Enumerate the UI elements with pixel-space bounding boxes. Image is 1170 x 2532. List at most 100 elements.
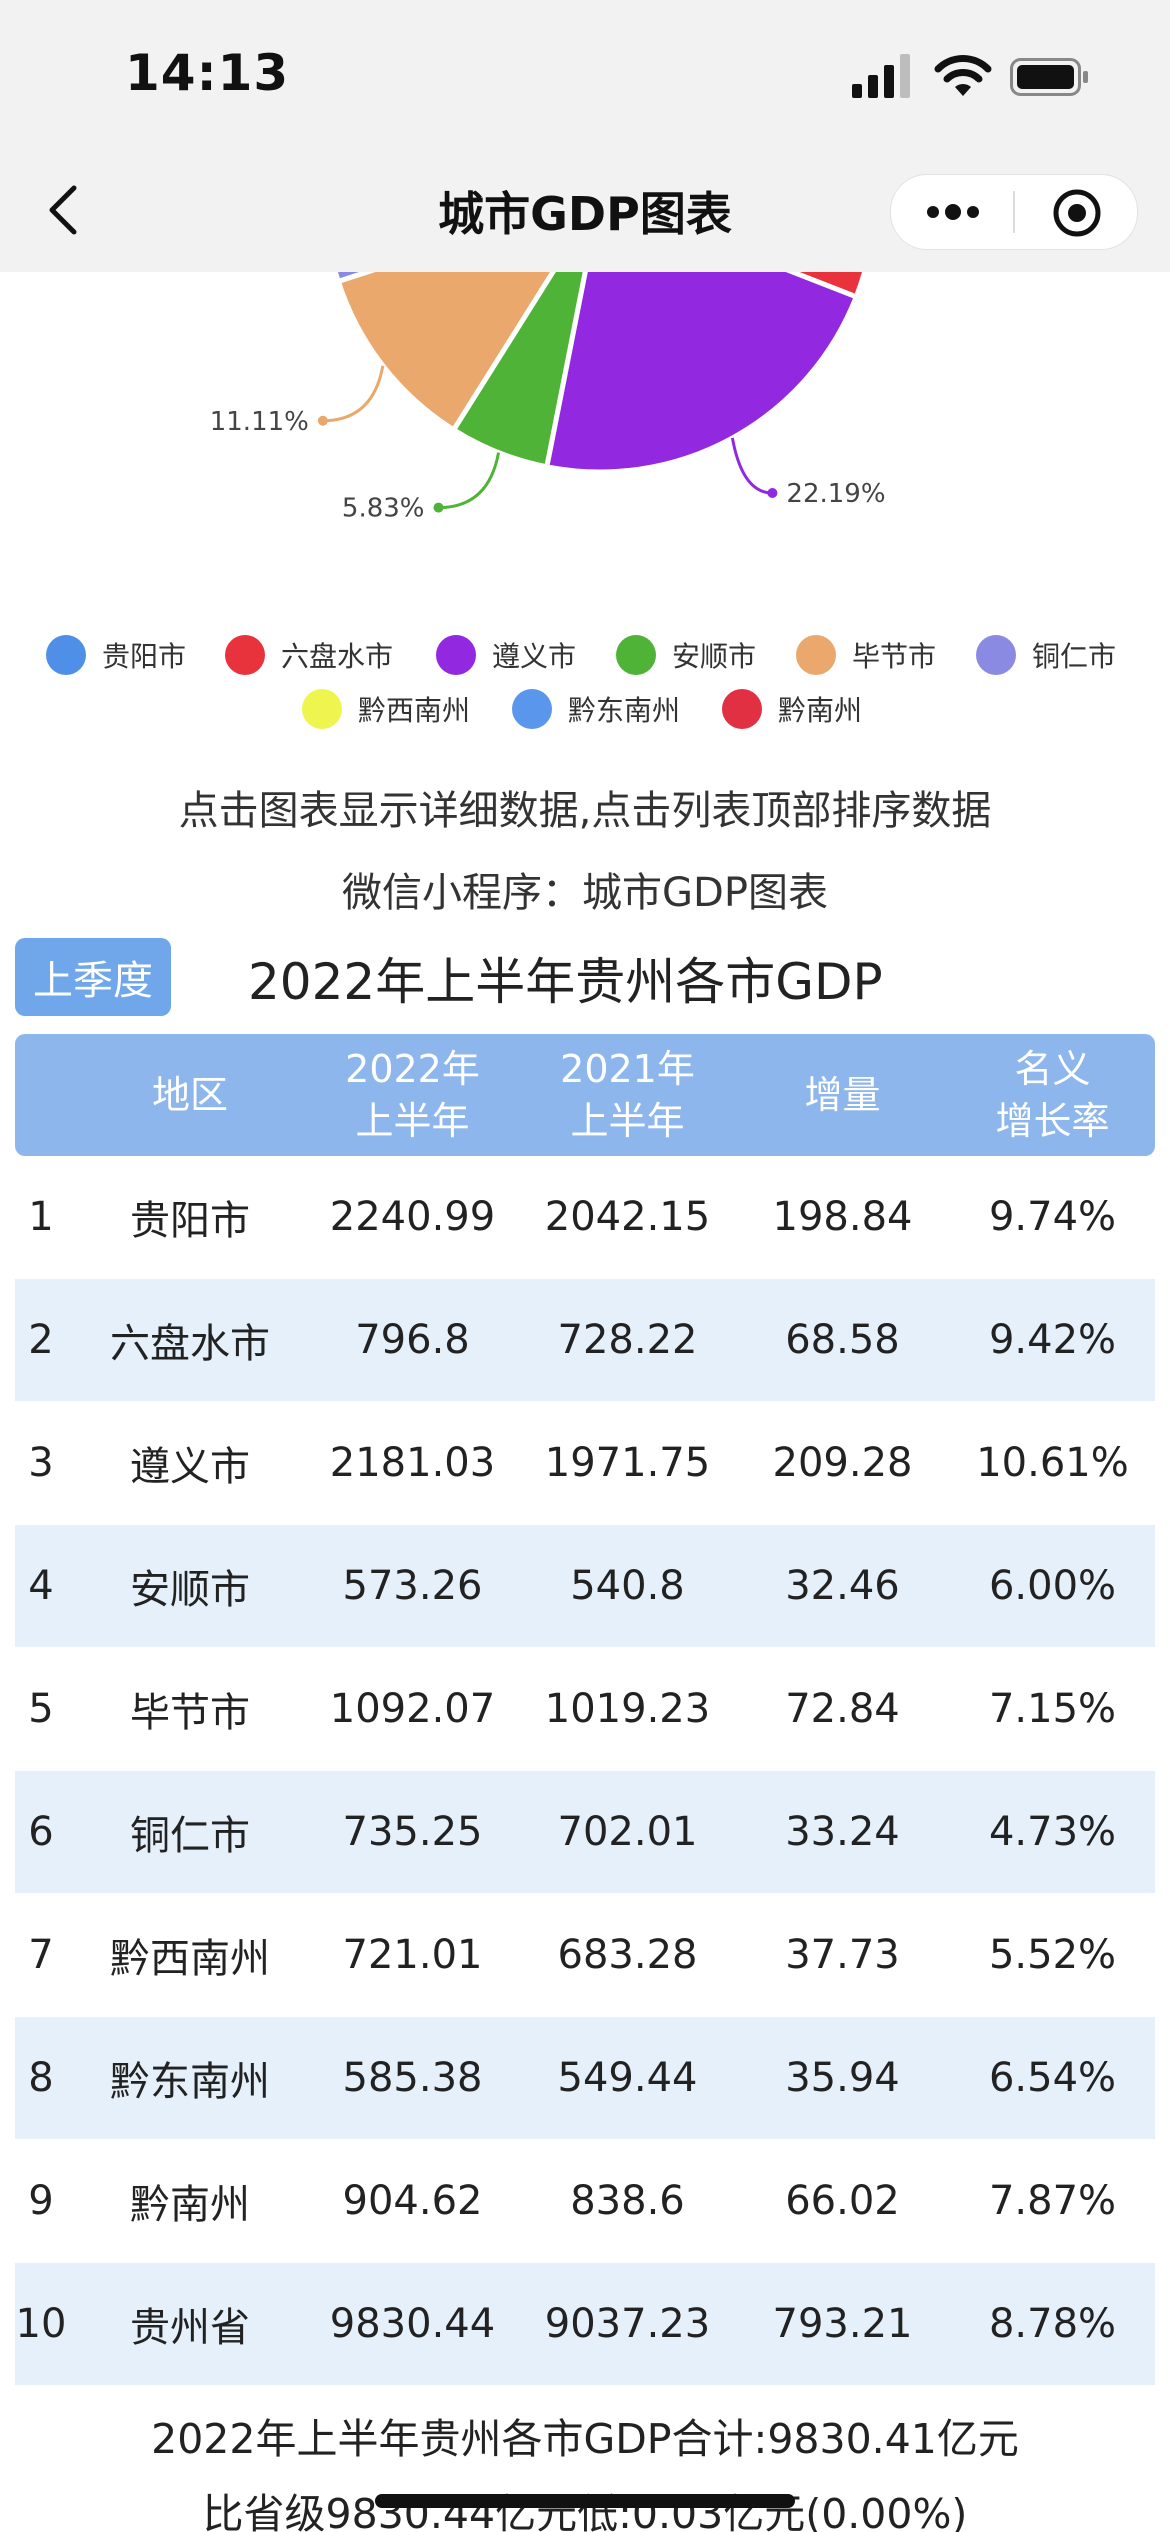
legend-label: 安顺市	[672, 640, 757, 673]
label-leader-dot	[317, 415, 328, 426]
table-row[interactable]: 3 遵义市 2181.03 1971.75 209.28 10.61%	[15, 1402, 1155, 1524]
close-target-icon[interactable]	[1051, 187, 1103, 239]
legend-item-bijie[interactable]: 毕节市	[796, 630, 936, 680]
cell-gdp-2022: 796.8	[355, 1317, 470, 1363]
cell-growth-rate: 5.52%	[988, 1932, 1117, 1978]
legend-label: 毕节市	[852, 640, 937, 673]
cell-rank: 1	[28, 1194, 54, 1240]
previous-quarter-button[interactable]: 上季度	[15, 938, 171, 1016]
cell-rank: 9	[28, 2178, 54, 2224]
legend-item-zunyi[interactable]: 遵义市	[436, 630, 576, 680]
cell-gdp-2021: 540.8	[570, 1563, 685, 1609]
cell-gdp-2022: 585.38	[342, 2055, 483, 2101]
table-row[interactable]: 1 贵阳市 2240.99 2042.15 198.84 9.74%	[15, 1156, 1155, 1278]
header-growth-rate[interactable]: 名义 增长率	[950, 1034, 1155, 1156]
legend-marker	[512, 689, 552, 729]
cell-gdp-2021: 838.6	[570, 2178, 685, 2224]
cell-rank: 3	[28, 1440, 54, 1486]
cell-rank: 6	[28, 1809, 54, 1855]
page-title: 城市GDP图表	[438, 187, 732, 241]
pie-slice[interactable]	[335, 272, 600, 434]
cell-increase: 37.73	[785, 1932, 900, 1978]
legend-item-tongren[interactable]: 铜仁市	[976, 630, 1116, 680]
table-row[interactable]: 5 毕节市 1092.07 1019.23 72.84 7.15%	[15, 1648, 1155, 1770]
cell-gdp-2021: 1971.75	[544, 1440, 711, 1486]
legend-item-anshun[interactable]: 安顺市	[616, 630, 756, 680]
legend-marker	[976, 635, 1016, 675]
table-header: 地区 2022年 上半年 2021年 上半年 增量 名义 增长率	[15, 1034, 1155, 1156]
hint-text: 点击图表显示详细数据,点击列表顶部排序数据	[178, 788, 992, 834]
header-gdp-2021-line1: 2021年	[560, 1047, 695, 1091]
cell-rank: 8	[28, 2055, 54, 2101]
legend-item-qiandongnan[interactable]: 黔东南州	[512, 684, 680, 734]
legend-marker	[225, 635, 265, 675]
cell-increase: 66.02	[785, 2178, 900, 2224]
legend-item-qianxinan[interactable]: 黔西南州	[302, 684, 470, 734]
cell-region: 贵阳市	[130, 1198, 250, 1244]
cell-gdp-2022: 573.26	[342, 1563, 483, 1609]
cell-increase: 793.21	[772, 2301, 913, 2347]
back-arrow-icon[interactable]	[40, 180, 90, 240]
status-bar: 14:13	[0, 0, 1170, 150]
legend-label: 黔西南州	[358, 694, 471, 727]
cell-rank: 4	[28, 1563, 54, 1609]
cell-growth-rate: 7.15%	[988, 1686, 1117, 1732]
legend-label: 黔南州	[778, 694, 863, 727]
legend-item-liupanshui[interactable]: 六盘水市	[225, 630, 393, 680]
cell-gdp-2021: 728.22	[557, 1317, 698, 1363]
cell-growth-rate: 8.78%	[988, 2301, 1117, 2347]
legend-label: 六盘水市	[281, 640, 394, 673]
nav-bar: 城市GDP图表	[0, 150, 1170, 272]
cell-region: 毕节市	[130, 1690, 250, 1736]
legend-label: 贵阳市	[102, 640, 187, 673]
label-leader-line	[438, 452, 501, 510]
legend-row-2: 黔西南州 黔东南州 黔南州	[0, 684, 1170, 734]
table-row[interactable]: 10 贵州省 9830.44 9037.23 793.21 8.78%	[15, 2263, 1155, 2385]
cell-gdp-2021: 683.28	[557, 1932, 698, 1978]
label-leader-dot	[433, 502, 444, 513]
wifi-icon	[934, 55, 992, 96]
cell-increase: 33.24	[785, 1809, 900, 1855]
header-gdp-2022[interactable]: 2022年 上半年	[305, 1034, 520, 1156]
more-dots-icon[interactable]	[921, 195, 985, 229]
header-region[interactable]: 地区	[75, 1034, 305, 1156]
cell-gdp-2022: 721.01	[342, 1932, 483, 1978]
cell-increase: 68.58	[785, 1317, 900, 1363]
cell-increase: 72.84	[785, 1686, 900, 1732]
legend-item-qiannan[interactable]: 黔南州	[722, 684, 862, 734]
cell-growth-rate: 4.73%	[988, 1809, 1117, 1855]
gdp-pie-chart[interactable]: 11.11% 5.83% 22.19%	[0, 272, 1170, 572]
table-row[interactable]: 7 黔西南州 721.01 683.28 37.73 5.52%	[15, 1894, 1155, 2016]
cell-gdp-2022: 904.62	[342, 2178, 483, 2224]
legend-marker	[302, 689, 342, 729]
header-rate-line2: 增长率	[995, 1099, 1110, 1143]
table-row[interactable]: 2 六盘水市 796.8 728.22 68.58 9.42%	[15, 1279, 1155, 1401]
cell-region: 铜仁市	[130, 1813, 250, 1859]
header-gdp-2021[interactable]: 2021年 上半年	[520, 1034, 735, 1156]
pie-slice[interactable]	[325, 272, 600, 285]
cell-region: 六盘水市	[110, 1321, 270, 1367]
cell-growth-rate: 6.54%	[988, 2055, 1117, 2101]
status-time: 14:13	[125, 44, 290, 102]
home-indicator	[375, 2494, 795, 2508]
cell-growth-rate: 7.87%	[988, 2178, 1117, 2224]
legend-marker	[722, 689, 762, 729]
cell-gdp-2022: 2240.99	[329, 1194, 496, 1240]
cell-region: 遵义市	[130, 1444, 250, 1490]
pie-slice[interactable]	[543, 272, 860, 475]
cell-region: 黔南州	[130, 2182, 250, 2228]
legend-item-guiyang[interactable]: 贵阳市	[46, 630, 186, 680]
table-row[interactable]: 4 安顺市 573.26 540.8 32.46 6.00%	[15, 1525, 1155, 1647]
header-gdp-2022-line1: 2022年	[345, 1047, 480, 1091]
header-increase[interactable]: 增量	[735, 1034, 950, 1156]
cell-rank: 10	[15, 2301, 67, 2347]
table-row[interactable]: 8 黔东南州 585.38 549.44 35.94 6.54%	[15, 2017, 1155, 2139]
legend-label: 遵义市	[492, 640, 577, 673]
header-rate-line1: 名义	[1014, 1047, 1091, 1091]
slice-percent-label: 11.11%	[210, 407, 309, 437]
cell-gdp-2021: 2042.15	[544, 1194, 711, 1240]
table-row[interactable]: 6 铜仁市 735.25 702.01 33.24 4.73%	[15, 1771, 1155, 1893]
table-row[interactable]: 9 黔南州 904.62 838.6 66.02 7.87%	[15, 2140, 1155, 2262]
header-gdp-2022-line2: 上半年	[355, 1099, 470, 1143]
cell-rank: 7	[28, 1932, 54, 1978]
